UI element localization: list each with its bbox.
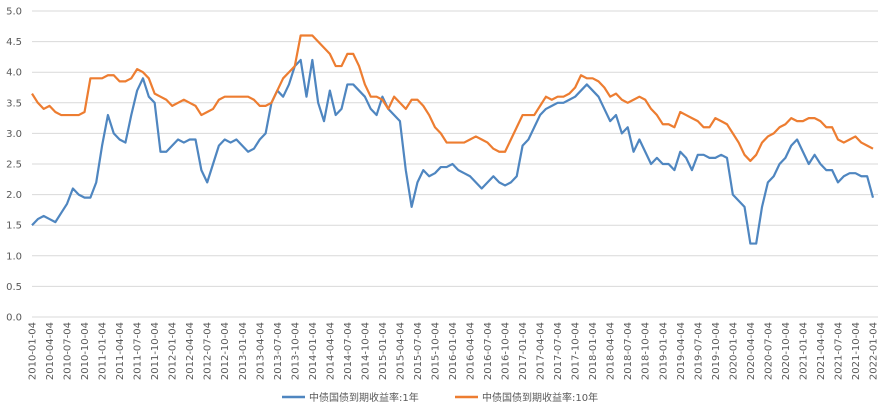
y-tick-label: 2.5 xyxy=(6,160,22,171)
x-tick-label: 2010-10-04 xyxy=(80,322,91,380)
x-tick-label: 2014-07-04 xyxy=(343,322,354,380)
legend-label: 中债国债到期收益率:1年 xyxy=(309,391,419,404)
x-tick-label: 2011-04-04 xyxy=(115,322,126,380)
x-tick-label: 2022-01-04 xyxy=(869,322,880,380)
x-tick-label: 2020-07-04 xyxy=(763,322,774,380)
x-tick-label: 2011-07-04 xyxy=(133,322,144,380)
x-tick-label: 2021-10-04 xyxy=(851,322,862,380)
y-tick-label: 3.5 xyxy=(6,98,22,109)
x-tick-label: 2012-01-04 xyxy=(168,322,179,380)
x-tick-label: 2020-01-04 xyxy=(728,322,739,380)
x-tick-label: 2018-01-04 xyxy=(588,322,599,380)
x-tick-label: 2019-07-04 xyxy=(693,322,704,380)
x-tick-label: 2013-01-04 xyxy=(238,322,249,380)
y-tick-label: 1.0 xyxy=(6,251,22,262)
x-tick-label: 2013-07-04 xyxy=(273,322,284,380)
x-tick-label: 2014-10-04 xyxy=(360,322,371,380)
x-tick-label: 2019-10-04 xyxy=(711,322,722,380)
x-tick-label: 2021-07-04 xyxy=(833,322,844,380)
x-tick-label: 2017-01-04 xyxy=(518,322,529,380)
x-tick-label: 2013-10-04 xyxy=(290,322,301,380)
x-tick-label: 2017-10-04 xyxy=(571,322,582,380)
y-tick-label: 0.5 xyxy=(6,282,22,293)
y-tick-label: 1.5 xyxy=(6,221,22,232)
x-tick-label: 2010-04-04 xyxy=(45,322,56,380)
x-tick-label: 2015-04-04 xyxy=(395,322,406,380)
y-tick-label: 4.0 xyxy=(6,68,22,79)
y-tick-label: 3.0 xyxy=(6,129,22,140)
x-tick-label: 2019-04-04 xyxy=(676,322,687,380)
x-tick-label: 2014-04-04 xyxy=(325,322,336,380)
x-tick-label: 2021-04-04 xyxy=(816,322,827,380)
x-tick-label: 2011-10-04 xyxy=(150,322,161,380)
line-series xyxy=(31,58,875,245)
x-tick-label: 2015-01-04 xyxy=(378,322,389,380)
x-tick-label: 2020-10-04 xyxy=(781,322,792,380)
x-tick-label: 2017-07-04 xyxy=(553,322,564,380)
x-tick-label: 2012-10-04 xyxy=(220,322,231,380)
x-tick-label: 2018-10-04 xyxy=(641,322,652,380)
x-tick-label: 2014-01-04 xyxy=(308,322,319,380)
y-tick-label: 0.0 xyxy=(6,313,22,324)
line-series xyxy=(31,34,874,163)
x-tick-label: 2016-07-04 xyxy=(483,322,494,380)
x-tick-label: 2016-01-04 xyxy=(448,322,459,380)
y-tick-label: 4.5 xyxy=(6,37,22,48)
x-tick-label: 2015-10-04 xyxy=(430,322,441,380)
x-tick-label: 2010-01-04 xyxy=(28,322,39,380)
x-tick-label: 2018-07-04 xyxy=(623,322,634,380)
x-tick-label: 2020-04-04 xyxy=(746,322,757,380)
x-tick-label: 2019-01-04 xyxy=(658,322,669,380)
legend-label: 中债国债到期收益率:10年 xyxy=(482,391,598,404)
x-tick-label: 2015-07-04 xyxy=(413,322,424,380)
x-tick-label: 2016-10-04 xyxy=(501,322,512,380)
x-tick-label: 2013-04-04 xyxy=(255,322,266,380)
x-tick-label: 2012-07-04 xyxy=(203,322,214,380)
x-tick-label: 2018-04-04 xyxy=(606,322,617,380)
y-tick-label: 2.0 xyxy=(6,190,22,201)
y-tick-label: 5.0 xyxy=(6,7,22,18)
x-tick-label: 2021-01-04 xyxy=(798,322,809,380)
x-tick-label: 2012-04-04 xyxy=(185,322,196,380)
x-tick-label: 2011-01-04 xyxy=(98,322,109,380)
x-tick-label: 2017-04-04 xyxy=(536,322,547,380)
x-tick-label: 2016-04-04 xyxy=(466,322,477,380)
x-tick-label: 2010-07-04 xyxy=(63,322,74,380)
